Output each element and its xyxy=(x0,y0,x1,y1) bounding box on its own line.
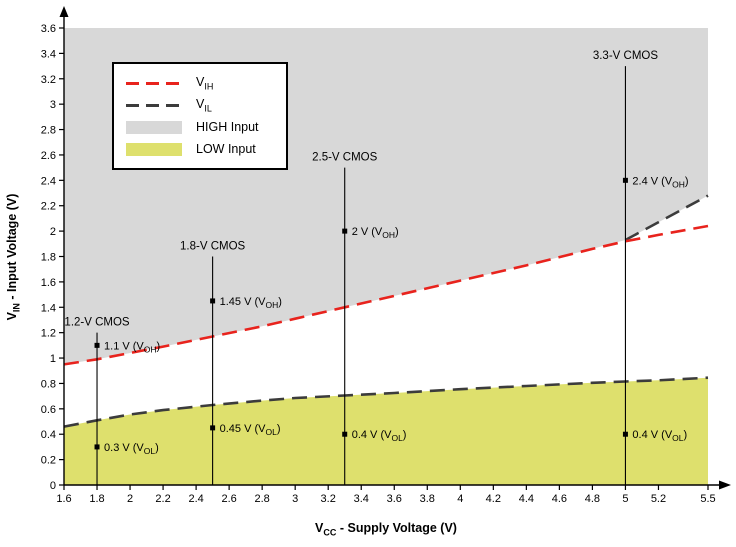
level-marker xyxy=(94,342,100,348)
legend-item-vih: VIH xyxy=(126,72,286,94)
y-tick-label: 2.8 xyxy=(41,125,56,137)
y-tick-label: 3 xyxy=(50,99,56,111)
level-label: 2 V (VOH) xyxy=(352,226,399,240)
y-tick-label: 1.8 xyxy=(41,252,56,264)
y-tick-label: 3.4 xyxy=(41,48,56,60)
level-marker xyxy=(94,444,100,450)
high-region-edge-dash xyxy=(624,194,709,242)
level-marker xyxy=(342,431,348,437)
legend-label-high-input: HIGH Input xyxy=(196,120,259,134)
cmos-label: 1.2-V CMOS xyxy=(64,317,130,329)
x-axis-title: VCC - Supply Voltage (V) xyxy=(315,520,457,538)
x-tick-label: 2.4 xyxy=(188,493,203,505)
y-tick-label: 1 xyxy=(50,353,56,365)
cmos-label: 3.3-V CMOS xyxy=(593,50,659,62)
legend-item-low-input: LOW Input xyxy=(126,138,286,160)
x-tick-label: 4.4 xyxy=(519,493,534,505)
x-tick-label: 3.2 xyxy=(321,493,336,505)
cmos-label: 1.8-V CMOS xyxy=(180,241,246,253)
y-tick-label: 3.6 xyxy=(41,23,56,35)
y-tick-label: 1.2 xyxy=(41,328,56,340)
low-input-swatch xyxy=(126,142,182,156)
y-tick-label: 3.2 xyxy=(41,74,56,86)
level-marker xyxy=(342,228,348,234)
y-tick-label: 2.2 xyxy=(41,201,56,213)
legend-label-vil: VIL xyxy=(196,96,212,114)
level-marker xyxy=(210,298,216,304)
x-tick-label: 3.4 xyxy=(354,493,369,505)
y-tick-label: 2.4 xyxy=(41,175,56,187)
x-tick-label: 4.2 xyxy=(486,493,501,505)
x-tick-label: 4.8 xyxy=(585,493,600,505)
y-axis-arrow xyxy=(59,6,69,17)
chart-legend: VIH VIL HIGH Input LOW Input xyxy=(112,62,288,170)
level-label: 2.4 V (VOH) xyxy=(632,175,688,189)
x-tick-label: 5.5 xyxy=(700,493,715,505)
legend-item-vil: VIL xyxy=(126,94,286,116)
level-label: 0.3 V (VOL) xyxy=(104,442,159,456)
y-tick-label: 1.4 xyxy=(41,302,56,314)
level-label: 1.1 V (VOH) xyxy=(104,340,160,354)
y-tick-label: 2.6 xyxy=(41,150,56,162)
level-label: 0.45 V (VOL) xyxy=(220,423,281,437)
high-input-swatch xyxy=(126,120,182,134)
x-tick-label: 2.6 xyxy=(221,493,236,505)
level-label: 0.4 V (VOL) xyxy=(352,429,407,443)
x-tick-label: 3.6 xyxy=(387,493,402,505)
x-tick-label: 4.6 xyxy=(552,493,567,505)
y-tick-label: 1.6 xyxy=(41,277,56,289)
level-label: 1.45 V (VOH) xyxy=(220,296,282,310)
x-tick-label: 2.2 xyxy=(155,493,170,505)
level-marker xyxy=(622,177,628,183)
legend-label-low-input: LOW Input xyxy=(196,142,256,156)
x-tick-label: 1.6 xyxy=(56,493,71,505)
vil-line-sample xyxy=(126,103,182,107)
y-tick-label: 0.4 xyxy=(41,429,56,441)
legend-item-high-input: HIGH Input xyxy=(126,116,286,138)
level-marker xyxy=(210,425,216,431)
y-tick-label: 0 xyxy=(50,480,56,492)
vih-line-sample xyxy=(126,81,182,85)
x-tick-label: 3 xyxy=(292,493,298,505)
x-tick-label: 3.8 xyxy=(420,493,435,505)
cmos-label: 2.5-V CMOS xyxy=(312,152,378,164)
x-tick-label: 5.2 xyxy=(651,493,666,505)
legend-label-vih: VIH xyxy=(196,74,214,92)
x-tick-label: 1.8 xyxy=(89,493,104,505)
x-tick-label: 2.8 xyxy=(255,493,270,505)
level-label: 0.4 V (VOL) xyxy=(632,429,687,443)
x-tick-label: 5 xyxy=(622,493,628,505)
y-tick-label: 0.2 xyxy=(41,455,56,467)
x-axis-arrow xyxy=(719,480,731,490)
level-marker xyxy=(622,431,628,437)
y-axis-title: VIN - Input Voltage (V) xyxy=(4,193,22,321)
x-tick-label: 4 xyxy=(457,493,463,505)
y-tick-label: 0.6 xyxy=(41,404,56,416)
y-tick-label: 0.8 xyxy=(41,378,56,390)
x-tick-label: 2 xyxy=(127,493,133,505)
y-tick-label: 2 xyxy=(50,226,56,238)
